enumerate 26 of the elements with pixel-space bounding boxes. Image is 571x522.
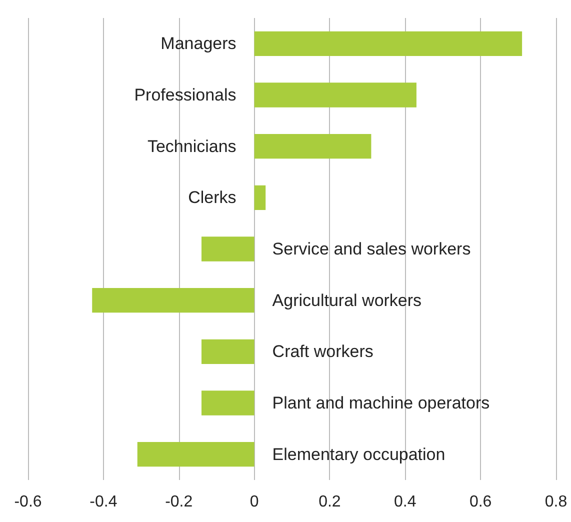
bar: [254, 82, 416, 108]
y-tick-label: Technicians: [147, 136, 236, 156]
bar: [92, 288, 254, 313]
x-tick-label: 0.4: [394, 494, 416, 510]
bar: [254, 134, 372, 159]
x-tick-label: 0: [250, 494, 259, 510]
y-tick-label: Craft workers: [272, 342, 374, 362]
x-tick-label: 0.6: [469, 494, 492, 510]
y-tick-label: Plant and machine operators: [272, 394, 490, 412]
y-tick-label: Elementary occupation: [272, 444, 446, 464]
y-tick-label: Service and sales workers: [272, 240, 471, 258]
bar: [201, 339, 254, 364]
y-tick-label: Professionals: [134, 86, 236, 104]
y-tick-label: Managers: [160, 34, 236, 54]
bar: [137, 442, 254, 467]
bar: [201, 390, 254, 416]
x-tick-label: 0.2: [318, 494, 341, 510]
x-tick-label: -0.4: [90, 494, 118, 510]
x-tick-label: -0.6: [14, 494, 42, 510]
bar: [254, 185, 266, 210]
x-tick-label: 0.8: [544, 494, 568, 510]
y-tick-label: Clerks: [188, 188, 236, 208]
bar: [254, 31, 522, 56]
y-tick-label: Agricultural workers: [272, 290, 422, 310]
bar: [201, 236, 254, 262]
x-tick-label: -0.2: [165, 494, 193, 510]
